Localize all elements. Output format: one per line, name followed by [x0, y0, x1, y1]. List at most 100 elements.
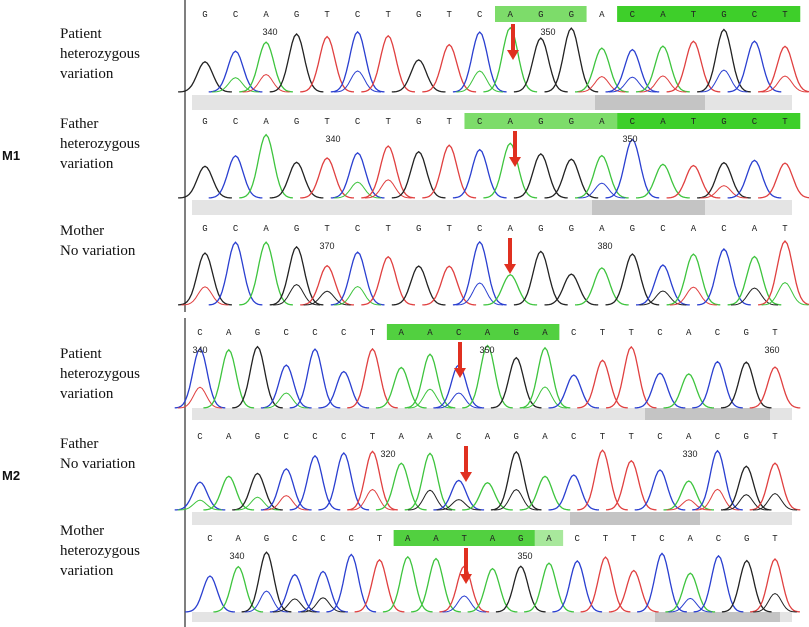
peak — [605, 345, 657, 409]
base-call: C — [456, 432, 462, 442]
minor-peak — [752, 493, 798, 511]
minor-peak — [264, 392, 309, 409]
base-call: T — [603, 534, 609, 544]
base-call: A — [226, 328, 232, 338]
trace-bar-dark — [570, 512, 700, 525]
base-call: C — [715, 328, 721, 338]
peak — [375, 366, 427, 409]
peak — [519, 475, 571, 511]
peak — [269, 245, 324, 306]
base-call: C — [715, 432, 721, 442]
trace-bar-dark — [592, 200, 705, 215]
base-call: A — [542, 328, 548, 338]
peak — [758, 239, 809, 306]
base-call: C — [197, 432, 203, 442]
peak — [178, 252, 232, 306]
base-call: A — [399, 432, 405, 442]
highlight — [393, 530, 535, 546]
peak — [404, 452, 456, 511]
base-call: C — [721, 224, 727, 234]
minor-peak — [730, 287, 779, 306]
peak — [208, 241, 263, 306]
peak — [391, 59, 446, 93]
base-call: G — [255, 432, 260, 442]
peak — [513, 250, 568, 306]
peak — [462, 344, 513, 409]
base-call: A — [399, 328, 405, 338]
peak — [513, 37, 568, 93]
position-number: 380 — [597, 241, 612, 251]
peak — [495, 565, 546, 613]
peak — [605, 459, 657, 511]
minor-peak — [442, 595, 487, 613]
peak — [697, 28, 751, 93]
base-call: G — [294, 10, 299, 20]
base-call: T — [385, 224, 391, 234]
base-call: G — [514, 328, 519, 338]
base-call: T — [691, 117, 697, 127]
base-call: C — [233, 117, 239, 127]
peak — [577, 449, 628, 511]
minor-peak — [301, 597, 345, 613]
base-call: G — [514, 432, 519, 442]
base-call: A — [485, 432, 491, 442]
peak — [330, 251, 385, 306]
base-call: A — [660, 10, 666, 20]
base-call: C — [355, 10, 361, 20]
peak — [318, 452, 370, 511]
peak — [720, 465, 772, 511]
base-call: C — [320, 534, 326, 544]
minor-peak — [669, 286, 717, 306]
position-number: 340 — [192, 345, 207, 355]
base-call: G — [538, 224, 543, 234]
highlight — [617, 6, 801, 22]
peak — [178, 165, 232, 199]
peak — [544, 273, 599, 306]
minor-peak — [578, 182, 626, 199]
base-call: C — [477, 224, 483, 234]
minor-peak — [244, 590, 289, 613]
base-call: C — [349, 534, 355, 544]
base-call: C — [341, 328, 347, 338]
peak — [720, 361, 772, 409]
peak — [749, 366, 801, 409]
position-number: 340 — [325, 134, 340, 144]
peak — [697, 161, 751, 199]
base-call: T — [447, 224, 453, 234]
base-call: C — [292, 534, 298, 544]
base-call: C — [660, 224, 666, 234]
trace-bar-dark — [645, 408, 770, 420]
peak — [347, 347, 398, 409]
base-call: A — [405, 534, 411, 544]
base-call: T — [629, 432, 635, 442]
peak — [483, 273, 538, 306]
minor-peak — [761, 282, 809, 306]
base-call: A — [263, 117, 269, 127]
base-call: T — [324, 10, 330, 20]
peak — [665, 572, 716, 613]
position-number: 360 — [764, 345, 779, 355]
peak — [548, 374, 600, 409]
base-call: C — [284, 328, 290, 338]
peak — [524, 562, 574, 613]
peak — [513, 153, 568, 199]
base-call: A — [599, 10, 605, 20]
peak — [422, 43, 477, 93]
peak — [749, 462, 801, 511]
base-call: C — [716, 534, 722, 544]
base-call: A — [508, 224, 514, 234]
base-call: G — [721, 10, 726, 20]
peak — [241, 551, 292, 613]
peak — [239, 241, 293, 306]
peak — [666, 40, 721, 93]
base-call: C — [456, 328, 462, 338]
base-call: T — [324, 224, 330, 234]
peak — [178, 61, 232, 93]
base-call: C — [233, 224, 239, 234]
peak — [483, 142, 538, 199]
peak — [727, 40, 782, 93]
base-call: T — [600, 432, 606, 442]
minor-peak — [334, 285, 382, 306]
peak — [300, 35, 355, 93]
minor-peak — [211, 77, 260, 93]
